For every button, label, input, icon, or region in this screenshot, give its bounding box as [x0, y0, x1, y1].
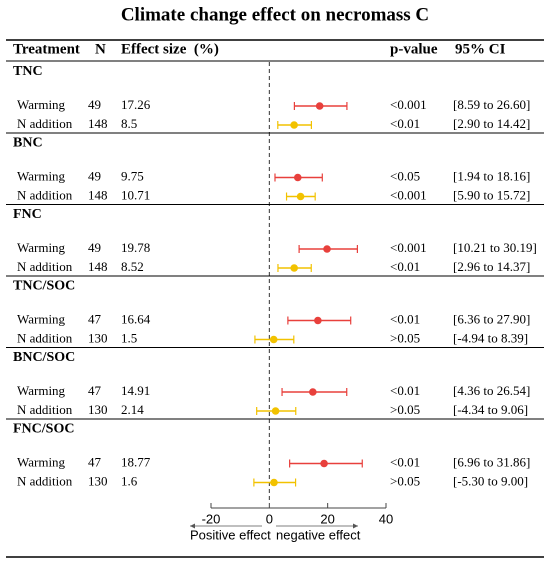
x-tick-label: 40 [379, 511, 393, 526]
group-label: TNC [13, 64, 43, 79]
p-value: <0.01 [390, 311, 420, 326]
p-value: <0.01 [390, 383, 420, 398]
point [314, 316, 322, 325]
effect-value: 10.71 [121, 187, 150, 202]
p-value: <0.001 [390, 187, 427, 202]
n-value: 47 [88, 383, 102, 398]
ci-label: [4.36 to 26.54] [453, 383, 530, 398]
x-tick-label: 0 [266, 511, 273, 526]
row-label: Warming [17, 240, 66, 255]
arrow-head [190, 523, 195, 529]
column-header: 95% CI [455, 41, 506, 57]
point [290, 121, 298, 129]
row-label: N addition [17, 473, 73, 488]
p-value: <0.01 [390, 259, 420, 274]
n-value: 130 [88, 402, 108, 417]
point [290, 264, 298, 272]
effect-value: 19.78 [121, 240, 150, 255]
ci-label: [-4.94 to 8.39] [453, 330, 528, 345]
n-value: 49 [88, 97, 101, 112]
point [323, 245, 331, 253]
n-value: 148 [88, 187, 108, 202]
n-value: 49 [88, 168, 101, 183]
n-value: 49 [88, 240, 101, 255]
p-value: >0.05 [390, 330, 420, 345]
ci-label: [2.90 to 14.42] [453, 116, 530, 131]
point [315, 102, 324, 110]
chart-title: Climate change effect on necromass C [121, 4, 429, 25]
n-value: 47 [88, 454, 102, 469]
n-value: 47 [88, 311, 102, 326]
group-label: FNC/SOC [13, 422, 74, 437]
ci-label: [6.96 to 31.86] [453, 454, 530, 469]
column-header: N [95, 41, 106, 57]
p-value: <0.01 [390, 454, 420, 469]
p-value: >0.05 [390, 402, 420, 417]
row-label: Warming [17, 383, 66, 398]
n-value: 148 [88, 116, 108, 131]
ci-label: [2.96 to 14.37] [453, 259, 530, 274]
effect-value: 1.6 [121, 473, 138, 488]
effect-value: 9.75 [121, 168, 144, 183]
row-label: N addition [17, 259, 73, 274]
effect-value: 14.91 [121, 383, 150, 398]
ci-label: [5.90 to 15.72] [453, 187, 530, 202]
n-value: 148 [88, 259, 108, 274]
row-label: N addition [17, 187, 73, 202]
row-label: N addition [17, 402, 73, 417]
ci-label: [1.94 to 18.16] [453, 168, 530, 183]
row-label: N addition [17, 116, 73, 131]
point [296, 192, 305, 201]
row-label: Warming [17, 311, 66, 326]
point [293, 173, 302, 182]
column-header: p-value [390, 41, 438, 57]
effect-value: 1.5 [121, 330, 137, 345]
effect-value: 8.52 [121, 259, 144, 274]
point [269, 335, 278, 344]
effect-value: 18.77 [121, 454, 151, 469]
ci-label: [-5.30 to 9.00] [453, 473, 528, 488]
ci-label: [6.36 to 27.90] [453, 311, 530, 326]
p-value: <0.001 [390, 240, 427, 255]
group-label: BNC [13, 136, 43, 151]
x-tick-label: -20 [202, 511, 221, 526]
p-value: <0.05 [390, 168, 420, 183]
effect-value: 8.5 [121, 116, 137, 131]
group-label: BNC/SOC [13, 350, 75, 365]
point [320, 459, 328, 468]
effect-value: 16.64 [121, 311, 151, 326]
row-label: Warming [17, 168, 66, 183]
p-value: <0.01 [390, 116, 420, 131]
group-label: FNC [13, 207, 42, 222]
row-label: N addition [17, 330, 73, 345]
row-label: Warming [17, 97, 66, 112]
column-header: Treatment [13, 41, 80, 57]
ci-label: [10.21 to 30.19] [453, 240, 537, 255]
column-header: Effect size (%) [121, 41, 219, 57]
annotation: Positive effect [190, 527, 271, 542]
point [271, 407, 280, 415]
ci-label: [-4.34 to 9.06] [453, 402, 528, 417]
effect-value: 17.26 [121, 97, 151, 112]
n-value: 130 [88, 330, 108, 345]
ci-label: [8.59 to 26.60] [453, 97, 530, 112]
point [270, 478, 278, 487]
p-value: <0.001 [390, 97, 427, 112]
row-label: Warming [17, 454, 66, 469]
p-value: >0.05 [390, 473, 420, 488]
annotation: negative effect [276, 527, 361, 542]
n-value: 130 [88, 473, 108, 488]
x-tick-label: 20 [320, 511, 334, 526]
arrow-head [353, 523, 358, 529]
point [309, 388, 317, 396]
group-label: TNC/SOC [13, 279, 75, 294]
effect-value: 2.14 [121, 402, 144, 417]
